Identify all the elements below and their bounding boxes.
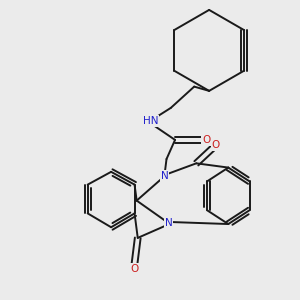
Text: O: O [130,264,139,274]
Text: O: O [202,135,211,145]
Text: N: N [160,171,168,181]
Text: N: N [165,218,172,228]
Text: O: O [212,140,220,150]
Text: HN: HN [143,116,158,126]
